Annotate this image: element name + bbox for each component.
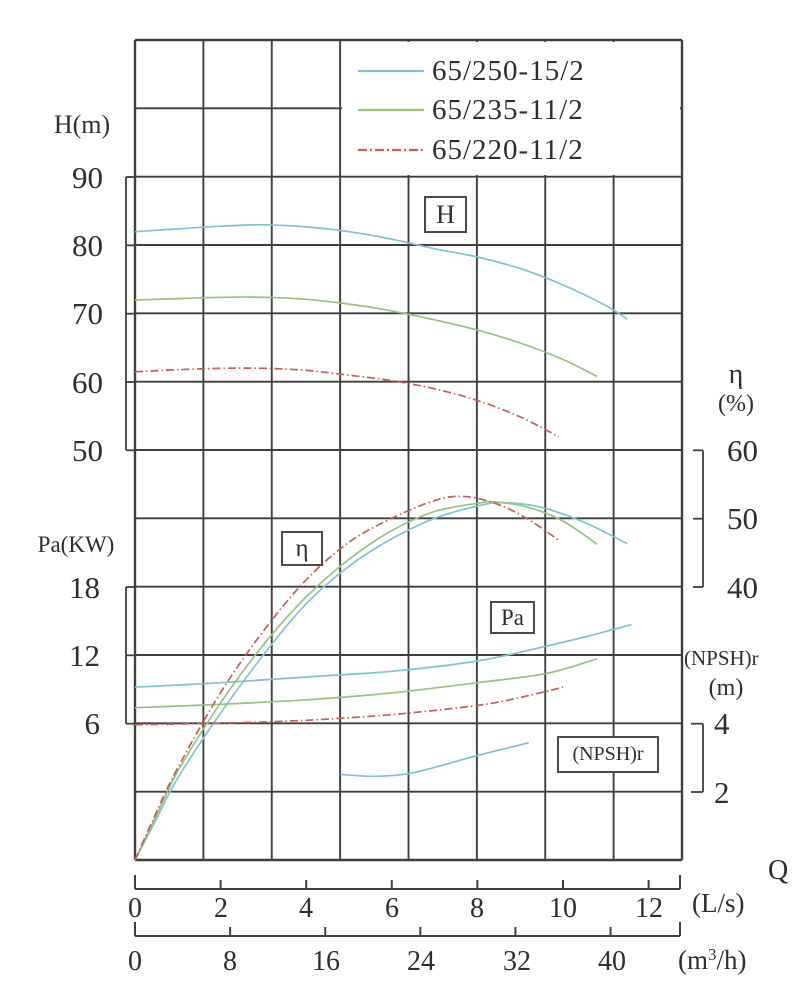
eta-tick-40: 40	[727, 570, 758, 605]
qls-tick-0: 0	[128, 893, 142, 924]
qls-tick-6: 6	[385, 893, 399, 924]
h-tick-80: 80	[72, 228, 103, 263]
legend-entry-1-label: 65/250-15/2	[432, 55, 585, 87]
pa-tick-6: 6	[84, 706, 101, 741]
pa-curve-label: Pa	[501, 604, 524, 630]
eta-axis-unit: (%)	[718, 391, 754, 417]
npsh-axis-title: (NPSH)r	[684, 646, 759, 670]
h-tick-70: 70	[72, 296, 103, 331]
npsh-tick-4: 4	[714, 706, 730, 741]
qls-tick-8: 8	[470, 893, 484, 924]
eta-curve-label-box: η	[281, 531, 323, 566]
pa-tick-12: 12	[69, 638, 100, 673]
qm3h-tick-8: 8	[223, 946, 237, 977]
curve-Pa-series-3	[134, 686, 564, 726]
q-unit-m3h-suffix: /h)	[716, 945, 747, 975]
curve-eta-series-3	[134, 495, 560, 861]
curve-eta-series-1	[134, 501, 628, 861]
legend-entry-2-label: 65/235-11/2	[432, 94, 584, 126]
legend-background	[342, 42, 680, 175]
h-tick-90: 90	[72, 160, 103, 195]
eta-axis-title: η	[728, 359, 744, 390]
npsh-axis-unit: (m)	[708, 675, 744, 701]
pa-curve-label-box: Pa	[490, 601, 535, 634]
curve-H-series-3	[134, 367, 560, 438]
qm3h-tick-40: 40	[598, 946, 626, 977]
curve-eta-series-2	[134, 500, 598, 861]
q-unit-m3h-prefix: (m	[678, 945, 708, 975]
qm3h-tick-24: 24	[407, 946, 435, 977]
curve-Pa-series-1	[134, 623, 632, 689]
pa-axis-title: Pa(KW)	[37, 532, 115, 557]
h-curve-label-box: H	[424, 196, 467, 233]
qls-tick-2: 2	[214, 893, 228, 924]
curve-NPSH-series-1	[340, 741, 530, 778]
eta-tick-50: 50	[727, 501, 758, 536]
pa-tick-18: 18	[69, 570, 100, 605]
eta-curve-label: η	[295, 534, 309, 562]
curve-Pa-series-2	[134, 657, 598, 709]
qls-tick-4: 4	[299, 893, 313, 924]
npsh-curve-label: (NPSH)r	[572, 743, 644, 765]
q-unit-m3h: (m3/h)	[678, 945, 747, 975]
h-axis-title: H(m)	[53, 110, 111, 139]
h-tick-50: 50	[72, 433, 103, 468]
qls-tick-10: 10	[549, 893, 577, 924]
h-curve-label: H	[436, 199, 455, 229]
q-unit-ls: (L/s)	[692, 888, 745, 918]
qls-tick-12: 12	[635, 893, 663, 924]
h-tick-60: 60	[72, 365, 103, 400]
legend-entry-3-label: 65/220-11/2	[432, 134, 584, 166]
curve-H-series-1	[134, 223, 628, 320]
q-axis-title: Q	[768, 855, 789, 886]
curve-H-series-2	[134, 296, 598, 378]
npsh-tick-2: 2	[714, 775, 730, 810]
qm3h-tick-16: 16	[312, 946, 340, 977]
qm3h-tick-0: 0	[128, 946, 142, 977]
q-unit-m3h-sup: 3	[708, 945, 717, 964]
eta-tick-60: 60	[727, 433, 758, 468]
qm3h-tick-32: 32	[503, 946, 531, 977]
npsh-curve-label-box: (NPSH)r	[557, 736, 659, 773]
